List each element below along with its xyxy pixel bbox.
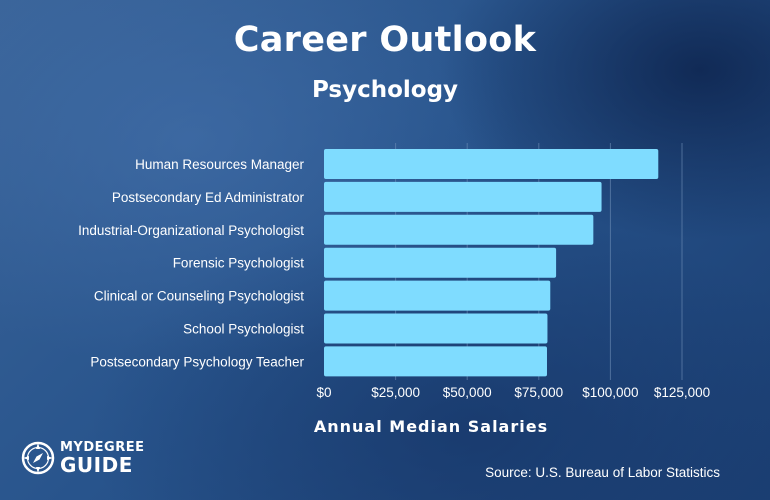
x-axis-label: Annual Median Salaries [313, 417, 549, 436]
tick-label-layer: $0 $25,000 $50,000 $75,000 $100,000 $125,000 [316, 385, 710, 400]
bar [324, 181, 602, 212]
bar [324, 247, 557, 278]
x-tick-label: $50,000 [443, 385, 492, 400]
bar [324, 313, 548, 344]
bar [324, 280, 551, 311]
category-label: Postsecondary Ed Administrator [112, 190, 305, 205]
category-label: Human Resources Manager [135, 157, 304, 172]
source-note: Source: U.S. Bureau of Labor Statistics [485, 465, 720, 480]
bar [324, 214, 594, 245]
category-label-layer: Human Resources Manager Postsecondary Ed … [78, 157, 304, 369]
bar [324, 346, 547, 377]
x-tick-label: $75,000 [514, 385, 563, 400]
x-tick-label: $125,000 [654, 385, 710, 400]
category-label: Forensic Psychologist [173, 256, 305, 271]
bar-layer [324, 149, 659, 377]
brand-logo: MYDEGREE GUIDE [20, 440, 144, 476]
category-label: School Psychologist [183, 322, 304, 337]
x-tick-label: $100,000 [582, 385, 638, 400]
bar [324, 149, 659, 179]
page-title: Career Outlook [233, 20, 537, 60]
category-label: Clinical or Counseling Psychologist [94, 289, 304, 304]
logo-wordmark-top: MYDEGREE [60, 440, 145, 455]
page-subtitle: Psychology [311, 77, 459, 103]
x-tick-label: $0 [316, 385, 331, 400]
category-label: Postsecondary Psychology Teacher [90, 354, 304, 369]
logo-wordmark-bottom: GUIDE [60, 453, 133, 477]
x-tick-label: $25,000 [371, 385, 420, 400]
category-label: Industrial-Organizational Psychologist [78, 223, 304, 238]
compass-icon [21, 441, 55, 475]
